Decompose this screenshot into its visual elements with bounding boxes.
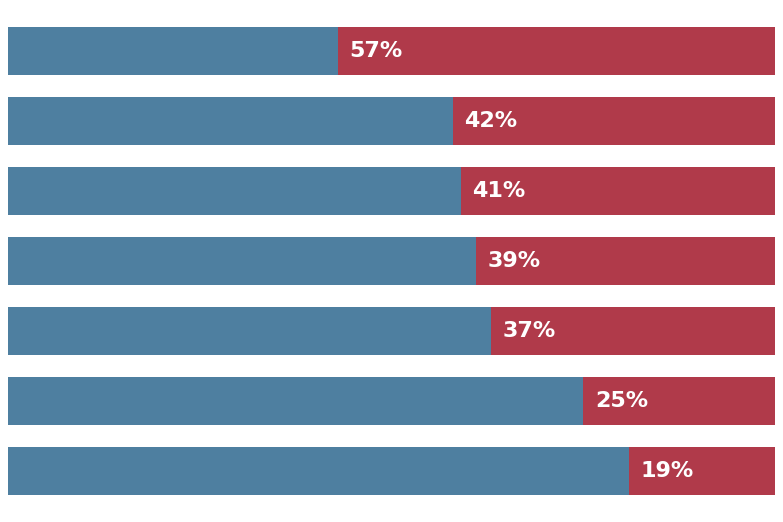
Text: 25%: 25% bbox=[595, 391, 648, 411]
Bar bbox=[583, 377, 775, 425]
Bar bbox=[453, 97, 775, 145]
Bar bbox=[491, 307, 775, 355]
Bar bbox=[337, 27, 775, 75]
Text: 42%: 42% bbox=[464, 111, 518, 131]
Bar bbox=[476, 237, 775, 285]
Text: 19%: 19% bbox=[640, 461, 695, 481]
Bar bbox=[8, 377, 583, 425]
Bar bbox=[460, 167, 775, 215]
Bar bbox=[8, 237, 476, 285]
Bar bbox=[8, 97, 453, 145]
Bar bbox=[630, 447, 775, 495]
Bar bbox=[8, 307, 491, 355]
Text: 39%: 39% bbox=[487, 251, 540, 271]
Bar bbox=[8, 27, 337, 75]
Text: 41%: 41% bbox=[472, 181, 525, 201]
Text: 37%: 37% bbox=[503, 321, 556, 341]
Bar bbox=[8, 447, 630, 495]
Text: 57%: 57% bbox=[349, 41, 402, 61]
Bar bbox=[8, 167, 460, 215]
